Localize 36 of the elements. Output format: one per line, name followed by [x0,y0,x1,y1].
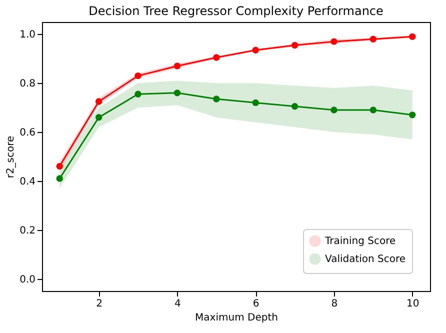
point [252,46,259,54]
point [134,90,142,98]
point [291,103,298,110]
chart-title: Decision Tree Regressor Complexity Performance [88,4,384,18]
y-tick-label: 0.6 [20,128,36,139]
point [252,99,259,106]
point [95,98,102,105]
y-tick-label: 0.4 [20,176,36,188]
point [370,36,377,42]
point [174,90,181,96]
y-tick-label: 0.8 [20,78,36,90]
point [370,106,377,114]
point [409,33,416,40]
legend-label: Validation Score [325,254,406,265]
point [134,72,142,80]
point [56,175,63,182]
y-axis-title: r2_score [6,136,17,178]
point [213,54,220,61]
x-tick-label: 6 [252,298,260,310]
x-tick-label: 10 [406,298,420,310]
x-axis-title: Maximum Depth [195,312,278,324]
point [330,38,338,45]
point [330,106,338,114]
x-tick-label: 4 [174,298,181,310]
point [409,112,416,118]
point [213,96,220,102]
legend-label: Training Score [324,236,396,247]
y-tick-label: 1.0 [20,30,36,41]
y-tick-label: 0.0 [20,274,36,286]
point [95,114,102,121]
x-tick-label: 8 [331,298,338,310]
point [56,162,63,170]
x-tick-label: 2 [96,298,103,310]
y-tick-label: 0.2 [20,225,36,236]
point [291,42,298,49]
point [174,62,181,70]
